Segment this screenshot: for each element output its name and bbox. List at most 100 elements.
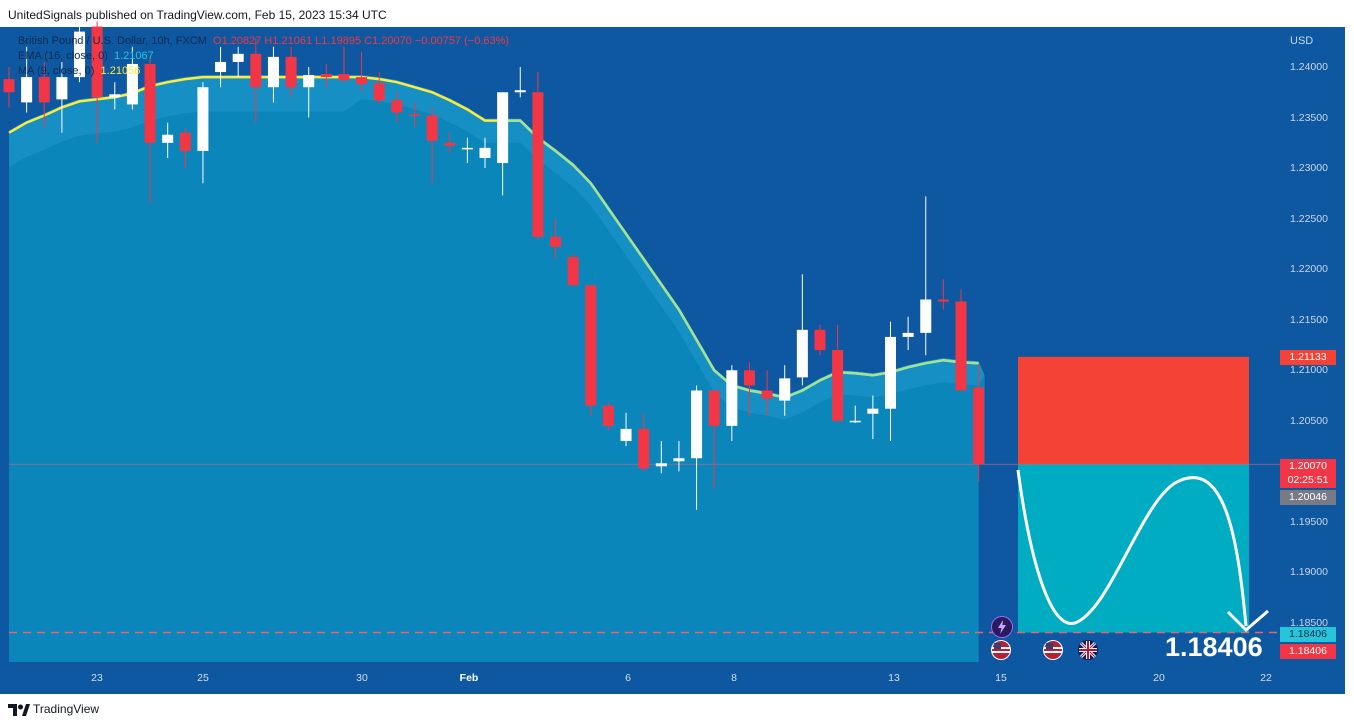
x-tick-label: 22	[1260, 672, 1272, 684]
candle-down	[832, 350, 844, 421]
last-price-tag: 1.20070	[1280, 459, 1336, 474]
candle-up	[56, 77, 68, 100]
candle-down	[567, 257, 579, 286]
chart-legend: British Pound / U.S. Dollar, 10h, FXCM O…	[18, 34, 509, 79]
candle-down	[761, 390, 773, 399]
candle-down	[444, 142, 456, 146]
publisher-header: UnitedSignals published on TradingView.c…	[8, 8, 387, 22]
x-tick-label: 15	[995, 672, 1007, 684]
candle-down	[38, 77, 50, 103]
uk-flag-icon[interactable]	[1078, 640, 1098, 660]
y-tick-label: 1.18500	[1290, 617, 1328, 629]
footer-brand: TradingView	[33, 702, 100, 716]
candle-up	[21, 77, 33, 103]
candle-down	[973, 387, 985, 465]
x-tick-label: 25	[197, 672, 209, 684]
candle-down	[708, 390, 720, 426]
gap-bg	[978, 464, 997, 662]
x-tick-label: 8	[731, 672, 737, 684]
candle-up	[779, 378, 791, 401]
x-tick-label: 6	[625, 672, 631, 684]
candle-down	[585, 285, 597, 406]
candle-up	[867, 408, 879, 414]
candle-down	[638, 428, 650, 469]
x-tick-label: 20	[1153, 672, 1165, 684]
candle-up	[620, 428, 632, 442]
target-price-tag: 1.18406	[1280, 627, 1336, 642]
lightning-icon[interactable]	[991, 616, 1013, 638]
candle-up	[215, 61, 227, 73]
candle-down	[373, 83, 385, 101]
candle-down	[338, 74, 350, 81]
candle-up	[109, 94, 121, 98]
price-axis-bg	[1281, 28, 1343, 663]
overlay	[1016, 469, 1269, 633]
candle-down	[550, 236, 562, 247]
y-tick-label: 1.21500	[1290, 313, 1328, 326]
candle-up	[673, 458, 685, 462]
indicator-lines	[8, 75, 979, 399]
position-tool	[9, 356, 1281, 634]
candle-up	[232, 53, 244, 62]
candle-up	[902, 332, 914, 337]
symbol-title: British Pound / U.S. Dollar, 10h, FXCM	[18, 35, 207, 47]
currency-label: USD	[1290, 35, 1314, 47]
candle-down	[3, 79, 15, 93]
candle-up	[162, 134, 174, 143]
time-axis-bg	[1, 663, 1281, 690]
countdown-tag: 02:25:51	[1280, 473, 1336, 488]
candle-up	[849, 420, 861, 423]
ohlc-values: O1.20827 H1.21061 L1.19895 C1.20070 −0.0…	[213, 35, 510, 47]
candle-up	[497, 92, 509, 164]
candle-up	[267, 56, 279, 88]
x-tick-label: 30	[356, 672, 368, 684]
x-tick-label: 13	[888, 672, 900, 684]
ma-label: MA (9, close, 0)	[18, 65, 95, 77]
take-profit-box	[1018, 464, 1249, 633]
candle-up	[197, 87, 209, 151]
target-alert-tag: 1.18406	[1280, 644, 1336, 659]
y-tick-label: 1.20500	[1290, 414, 1328, 427]
projection-arrowhead	[1226, 609, 1269, 633]
candle-down	[408, 114, 420, 117]
ema-label: EMA (16, close, 0)	[18, 50, 108, 62]
target-price-label: 1.18406	[1165, 632, 1263, 662]
candle-down	[532, 92, 544, 237]
candle-down	[391, 100, 403, 113]
bid-price-tag: 1.20046	[1280, 490, 1336, 505]
candle-up	[726, 370, 738, 426]
y-tick-label: 1.22000	[1290, 263, 1328, 276]
candle-down	[320, 74, 332, 78]
candle-down	[743, 370, 755, 386]
candle-down	[144, 63, 156, 143]
candles	[3, 21, 985, 510]
candle-up	[74, 31, 86, 78]
projection-curve	[1016, 469, 1248, 627]
tradingview-logo-icon	[8, 704, 30, 716]
y-tick-label: 1.23000	[1290, 162, 1328, 175]
candle-up	[655, 463, 667, 467]
x-tick-label: 23	[91, 672, 103, 684]
y-tick-label: 1.19000	[1290, 566, 1328, 579]
y-tick-label: 1.22500	[1290, 212, 1328, 225]
candle-up	[303, 75, 315, 88]
y-tick-label: 1.19500	[1290, 515, 1328, 528]
x-tick-label: Feb	[459, 672, 479, 684]
us-flag-icon[interactable]	[1043, 640, 1063, 660]
candle-down	[250, 53, 262, 88]
candle-down	[602, 405, 614, 426]
y-tick-label: 1.24000	[1290, 61, 1328, 73]
candle-down	[356, 77, 368, 85]
candle-up	[920, 299, 932, 333]
ema-value: 1.21067	[114, 50, 154, 62]
ma-line	[502, 119, 979, 399]
candle-down	[285, 56, 297, 88]
candle-up	[885, 336, 896, 409]
candle-down	[91, 26, 103, 98]
stop-loss-box	[1018, 356, 1249, 465]
us-flag-icon[interactable]	[991, 640, 1011, 660]
candle-down	[426, 115, 438, 141]
stop-price-tag: 1.21133	[1280, 350, 1336, 365]
y-tick-label: 1.21000	[1290, 364, 1328, 377]
